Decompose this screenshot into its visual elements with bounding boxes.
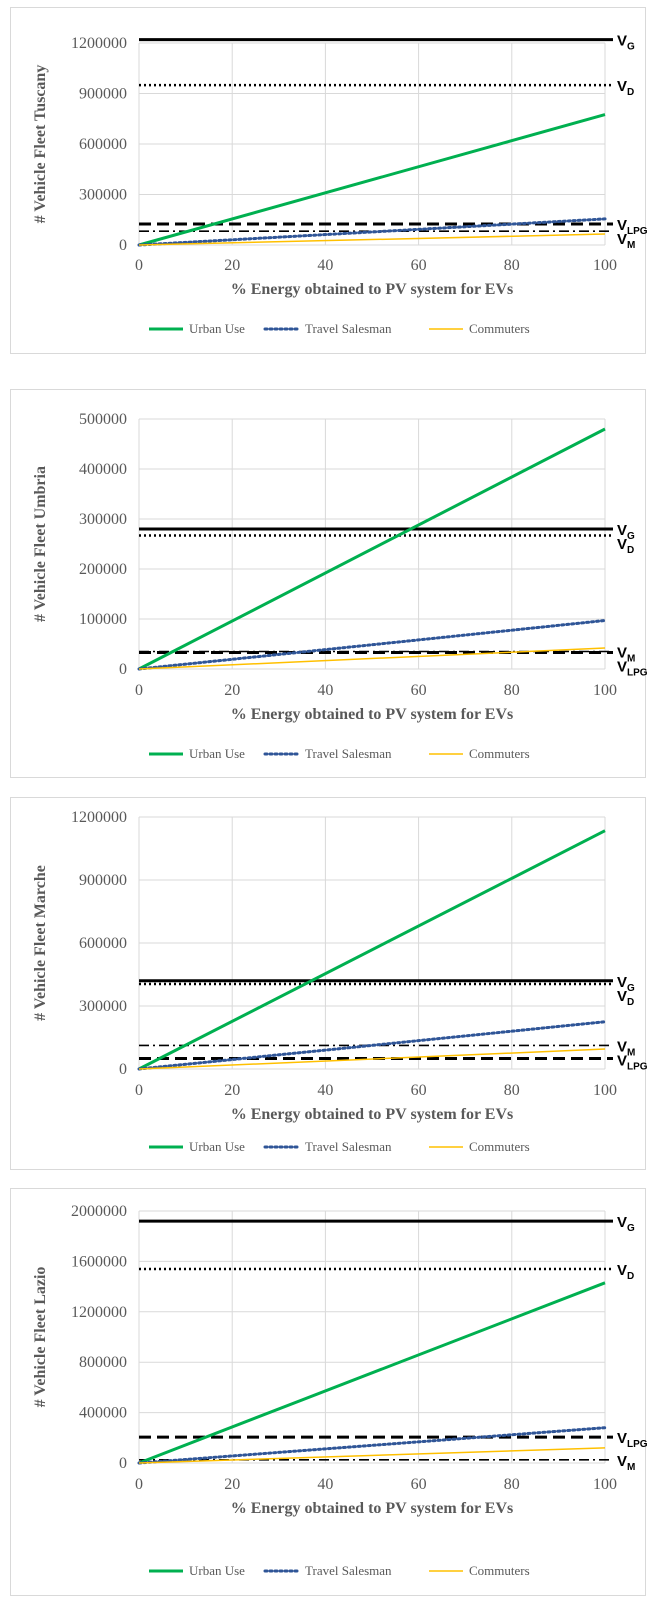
x-tick-label: 40 — [317, 1082, 333, 1099]
x-tick-label: 0 — [135, 682, 143, 699]
reference-label-v-g: VG — [617, 1214, 635, 1234]
legend-label-commuters: Commuters — [469, 321, 530, 336]
chart-svg-umbria: 0 100000 200000 300000 400000 500000 0 20 40 60 80… — [32, 411, 647, 761]
x-tick-label: 80 — [504, 1082, 520, 1099]
reference-label-v-d: VD — [617, 78, 634, 98]
x-tick-label: 100 — [593, 682, 617, 699]
y-axis-title: # Vehicle Fleet Marche — [32, 865, 49, 1021]
y-tick-label: 1200000 — [71, 1304, 127, 1321]
x-tick-label: 60 — [411, 1476, 427, 1493]
x-axis-title: % Energy obtained to PV system for EVs — [231, 1106, 514, 1123]
series-line-commuters — [138, 233, 606, 246]
series-line-travel-salesman — [137, 1426, 607, 1465]
y-tick-label: 600000 — [79, 136, 127, 153]
y-axis-title: # Vehicle Fleet Tuscany — [32, 65, 49, 224]
chart-svg-marche: 0 300000 600000 900000 1200000 0 20 40 60 80 100 % … — [32, 809, 647, 1154]
series-line-commuters — [138, 1048, 606, 1070]
series-line-travel-salesman — [137, 619, 607, 671]
x-tick-label: 80 — [504, 257, 520, 274]
x-axis-title: % Energy obtained to PV system for EVs — [231, 706, 514, 723]
y-tick-label: 900000 — [79, 86, 127, 103]
series-line-urban-use — [138, 427, 606, 671]
chart-panel-lazio: 0 400000 800000 1200000 1600000 2000000 0 20 40 6… — [10, 1188, 647, 1596]
y-tick-label: 0 — [119, 237, 127, 254]
x-axis-title: % Energy obtained to PV system for EVs — [231, 1500, 514, 1517]
x-tick-label: 60 — [411, 257, 427, 274]
x-tick-label: 100 — [593, 1082, 617, 1099]
x-tick-label: 20 — [224, 1082, 240, 1099]
y-tick-label: 1200000 — [71, 809, 127, 826]
y-tick-label: 200000 — [79, 561, 127, 578]
x-tick-label: 80 — [504, 682, 520, 699]
y-tick-label: 300000 — [79, 998, 127, 1015]
x-tick-label: 100 — [593, 257, 617, 274]
series-line-travel-salesman — [137, 1020, 607, 1071]
legend-label-commuters: Commuters — [469, 1139, 530, 1154]
x-tick-label: 80 — [504, 1476, 520, 1493]
x-tick-label: 100 — [593, 1476, 617, 1493]
series-line-urban-use — [138, 1281, 606, 1465]
x-tick-label: 0 — [135, 1476, 143, 1493]
series-line-commuters — [138, 1447, 606, 1464]
y-tick-label: 500000 — [79, 411, 127, 428]
y-tick-label: 0 — [119, 1061, 127, 1078]
legend-label-urban-use: Urban Use — [189, 1563, 245, 1578]
x-tick-label: 60 — [411, 1082, 427, 1099]
legend-label-travel-salesman: Travel Salesman — [305, 746, 392, 761]
x-tick-label: 20 — [224, 257, 240, 274]
y-tick-label: 300000 — [79, 511, 127, 528]
chart-panel-tuscany: 0 300000 600000 900000 1200000 0 20 40 60 80 100 % … — [10, 7, 647, 354]
y-tick-label: 400000 — [79, 461, 127, 478]
legend-label-travel-salesman: Travel Salesman — [305, 1139, 392, 1154]
series-line-commuters — [138, 647, 606, 670]
legend-label-urban-use: Urban Use — [189, 746, 245, 761]
series-line-urban-use — [138, 113, 606, 247]
legend-label-travel-salesman: Travel Salesman — [305, 321, 392, 336]
reference-label-v-d: VD — [617, 1262, 634, 1282]
y-tick-label: 300000 — [79, 187, 127, 204]
legend-label-commuters: Commuters — [469, 746, 530, 761]
y-tick-label: 400000 — [79, 1405, 127, 1422]
y-axis-title: # Vehicle Fleet Lazio — [32, 1267, 49, 1408]
y-tick-label: 800000 — [79, 1354, 127, 1371]
legend-label-urban-use: Urban Use — [189, 321, 245, 336]
y-tick-label: 0 — [119, 1455, 127, 1472]
x-tick-label: 40 — [317, 682, 333, 699]
y-axis-title: # Vehicle Fleet Umbria — [32, 466, 49, 622]
y-tick-label: 1200000 — [71, 35, 127, 52]
legend-label-travel-salesman: Travel Salesman — [305, 1563, 392, 1578]
legend-label-urban-use: Urban Use — [189, 1139, 245, 1154]
legend-label-commuters: Commuters — [469, 1563, 530, 1578]
x-tick-label: 0 — [135, 1082, 143, 1099]
x-tick-label: 40 — [317, 1476, 333, 1493]
y-tick-label: 0 — [119, 661, 127, 678]
x-axis-title: % Energy obtained to PV system for EVs — [231, 281, 514, 298]
reference-label-v-m: VM — [617, 1453, 635, 1473]
y-tick-label: 2000000 — [71, 1203, 127, 1220]
y-tick-label: 1600000 — [71, 1253, 127, 1270]
series-line-urban-use — [138, 829, 606, 1071]
reference-label-v-g: VG — [617, 33, 635, 53]
x-tick-label: 40 — [317, 257, 333, 274]
series-line-travel-salesman — [137, 217, 607, 247]
chart-svg-lazio: 0 400000 800000 1200000 1600000 2000000 0 20 40 6… — [32, 1203, 647, 1578]
x-tick-label: 0 — [135, 257, 143, 274]
chart-panel-marche: 0 300000 600000 900000 1200000 0 20 40 60 80 100 % … — [10, 797, 647, 1170]
x-tick-label: 60 — [411, 682, 427, 699]
chart-svg-tuscany: 0 300000 600000 900000 1200000 0 20 40 60 80 100 % … — [32, 33, 647, 336]
x-tick-label: 20 — [224, 682, 240, 699]
y-tick-label: 900000 — [79, 872, 127, 889]
x-tick-label: 20 — [224, 1476, 240, 1493]
y-tick-label: 100000 — [79, 611, 127, 628]
chart-panel-umbria: 0 100000 200000 300000 400000 500000 0 20 40 60 80… — [10, 389, 647, 778]
reference-label-v-lpg: VLPG — [617, 1430, 647, 1450]
y-tick-label: 600000 — [79, 935, 127, 952]
